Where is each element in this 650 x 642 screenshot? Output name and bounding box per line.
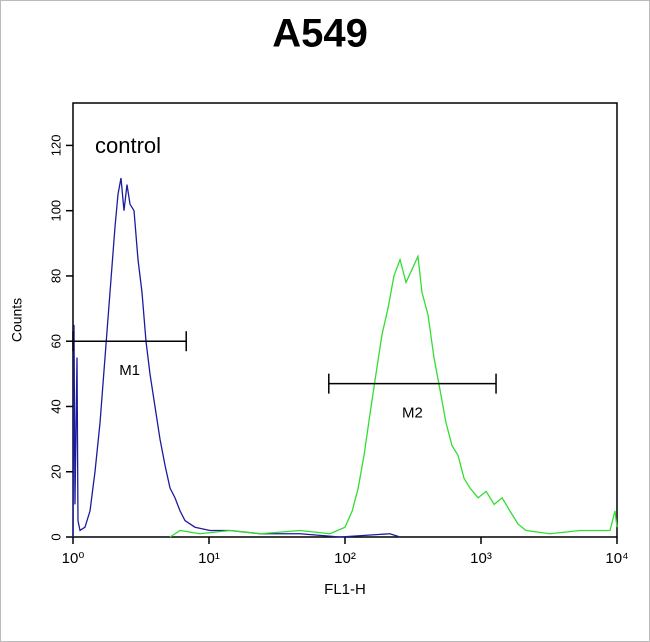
histogram-line — [72, 177, 401, 538]
y-axis-label: Counts — [9, 298, 25, 342]
y-tick-label: 60 — [48, 334, 63, 348]
y-tick-label: 0 — [48, 533, 63, 540]
y-tick-label: 100 — [48, 200, 63, 222]
y-tick-label: 120 — [48, 135, 63, 157]
annotation: control — [95, 133, 161, 158]
marker-label: M1 — [119, 362, 140, 379]
y-tick-label: 80 — [48, 269, 63, 283]
x-tick-label: 10¹ — [198, 550, 220, 567]
chart-title: A549 — [272, 12, 368, 56]
y-tick-label: 20 — [48, 465, 63, 479]
x-tick-label: 10³ — [470, 550, 492, 567]
marker-label: M2 — [402, 405, 423, 422]
histogram-line — [169, 253, 618, 538]
x-axis-label: FL1-H — [324, 581, 366, 598]
x-tick-label: 10² — [334, 550, 356, 567]
y-tick-label: 40 — [48, 399, 63, 413]
x-tick-label: 10⁴ — [605, 550, 628, 567]
x-tick-label: 10⁰ — [62, 550, 85, 567]
